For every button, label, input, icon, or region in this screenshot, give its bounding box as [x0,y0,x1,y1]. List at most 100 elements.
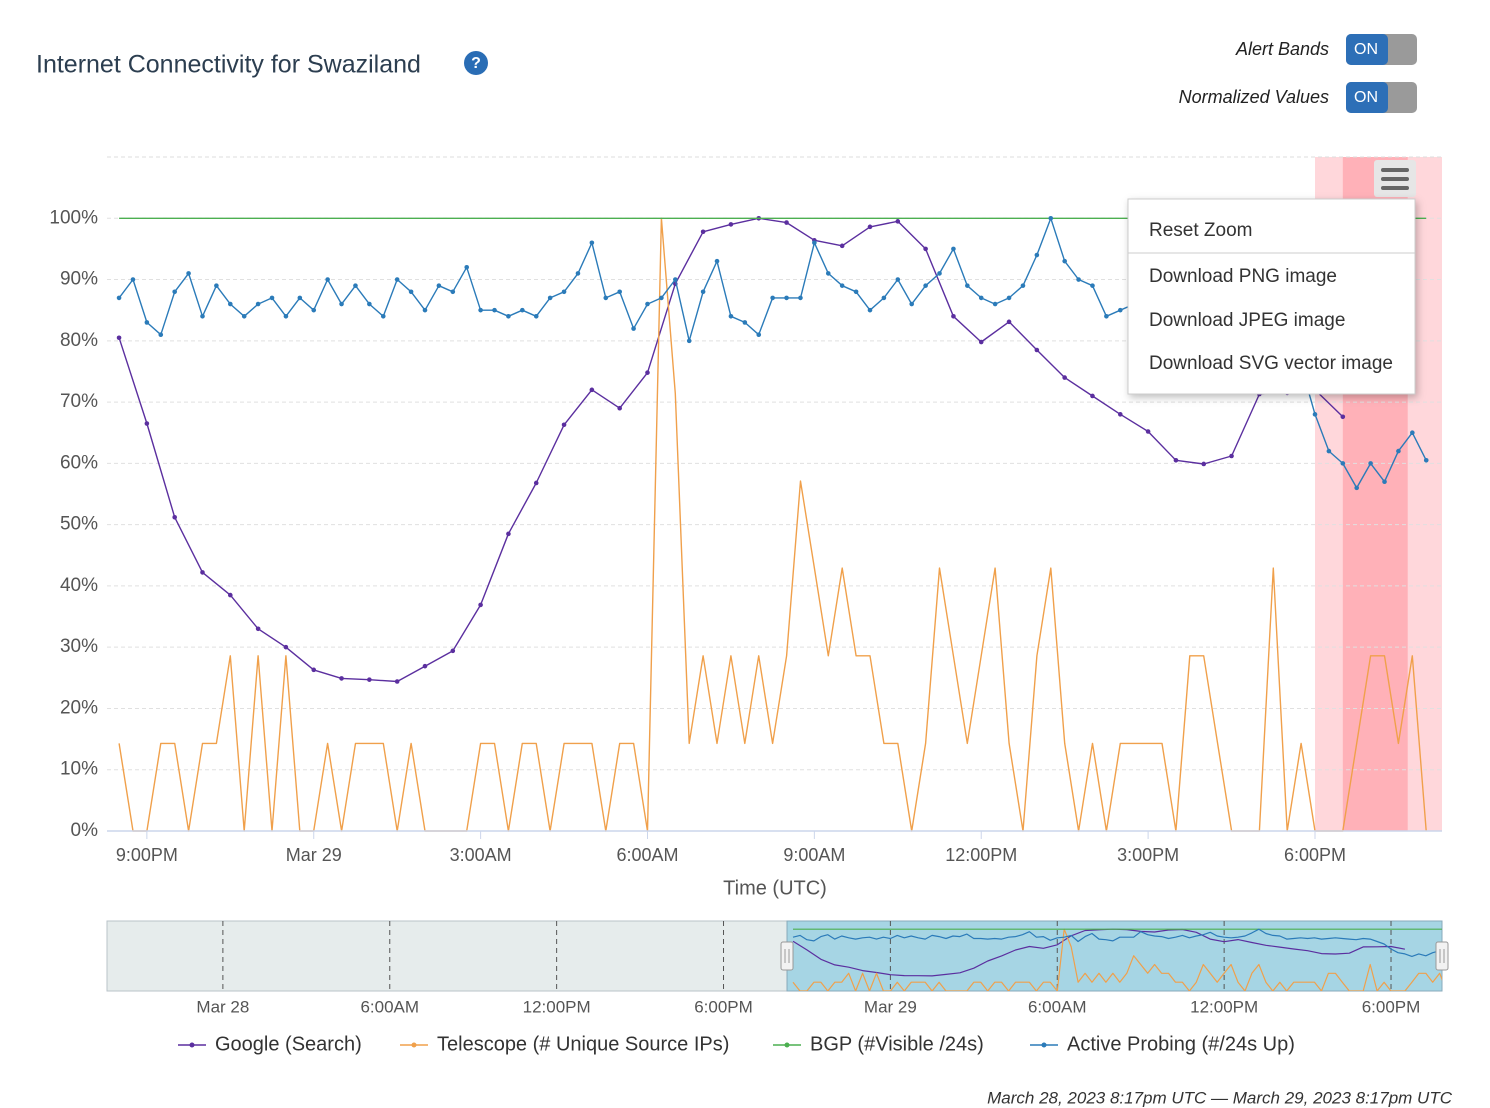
y-tick-label: 30% [60,636,98,657]
data-point [283,314,289,319]
x-tick-label: 12:00PM [945,845,1017,865]
navigator-handle[interactable] [780,941,794,971]
data-point [464,264,470,270]
data-point [520,307,525,313]
data-point [380,314,386,319]
navigator-tick-label: 6:00AM [360,997,419,1016]
data-point [255,626,261,632]
data-point [547,295,553,301]
data-point [116,335,122,341]
data-point [158,332,164,337]
menu-item[interactable]: Reset Zoom [1149,220,1252,241]
x-tick-label: 9:00PM [116,845,178,865]
data-point [130,277,136,282]
legend-marker [784,1042,790,1048]
data-point [1034,347,1040,353]
legend-item[interactable]: Active Probing (#/24s Up) [1030,1033,1295,1055]
navigator-handle[interactable] [1435,941,1449,971]
data-point [1090,393,1095,399]
toggle-switch[interactable]: ON [1346,34,1417,65]
legend-label: Active Probing (#/24s Up) [1067,1033,1295,1055]
data-point [728,314,734,319]
data-point [839,243,845,249]
data-point [506,531,511,537]
navigator: Mar 28 6:00AM 12:00PM 6:00PM Mar 29 6:00AM 12:… [106,920,1449,1016]
data-point [533,314,539,319]
data-point [1326,448,1332,454]
data-point [1312,412,1318,417]
data-point [659,295,664,301]
legend-label: Telescope (# Unique Source IPs) [437,1033,729,1055]
data-point [825,271,831,276]
x-tick-label: 6:00PM [1284,845,1346,865]
data-point [394,679,400,684]
y-tick-label: 50% [60,514,98,535]
data-point [784,295,789,301]
legend-marker [189,1042,195,1048]
menu-item[interactable]: Download PNG image [1149,266,1337,287]
navigator-tick-label: Mar 29 [864,997,917,1016]
data-point [561,289,567,295]
data-point [617,289,622,295]
data-point [867,224,873,230]
navigator-tick-label: 12:00PM [1190,997,1258,1016]
data-point [1368,461,1373,466]
data-point [895,219,901,224]
series-line [118,217,1427,832]
y-tick-label: 20% [60,697,98,718]
data-point [965,283,970,288]
data-point [1201,461,1207,467]
menu-item[interactable]: Download JPEG image [1149,310,1345,331]
data-point [923,283,928,288]
data-point [506,314,511,319]
data-point [645,370,650,375]
data-point [575,271,581,276]
x-tick-label: 3:00AM [450,845,512,865]
data-point [1340,461,1346,466]
data-point [478,602,483,608]
menu-item[interactable]: Download SVG vector image [1149,353,1393,374]
menu-button[interactable] [1374,160,1416,197]
data-point [1062,258,1067,264]
legend-marker [411,1042,417,1048]
data-point [422,663,428,669]
toggle-switch[interactable]: ON [1346,82,1417,113]
data-point [367,301,372,307]
series-line [792,928,1442,957]
data-point [200,570,205,575]
data-point [144,320,150,325]
y-tick-label: 70% [60,391,98,412]
data-point [1423,458,1429,463]
legend-item[interactable]: Google (Search) [178,1033,362,1055]
data-point [478,307,483,313]
legend-item[interactable]: BGP (#Visible /24s) [773,1033,984,1055]
context-menu: Reset Zoom Download PNG image Download JPE… [1127,198,1416,395]
svg-text:?: ? [471,55,481,72]
data-point [214,283,219,288]
data-point [1382,479,1387,485]
data-point [450,648,456,654]
data-point [1229,453,1234,459]
data-point [603,295,609,301]
data-point [1006,295,1012,301]
data-point [255,301,261,307]
data-point [297,295,303,301]
navigator-tick-label: 6:00AM [1028,997,1087,1016]
data-point [853,289,859,295]
data-point [881,295,887,301]
data-point [909,301,915,307]
navigator-tick-label: 12:00PM [523,997,591,1016]
data-point [756,332,762,337]
help-icon[interactable]: ? [464,51,488,75]
legend-item[interactable]: Telescope (# Unique Source IPs) [400,1033,729,1055]
data-point [172,289,177,295]
data-point [116,295,122,301]
data-point [283,644,289,650]
toggle-label: Normalized Values [1179,87,1329,107]
data-point [839,283,845,288]
data-point [241,314,247,319]
title: Internet Connectivity for Swaziland [36,51,421,79]
data-point [686,338,692,344]
data-point [700,229,706,235]
